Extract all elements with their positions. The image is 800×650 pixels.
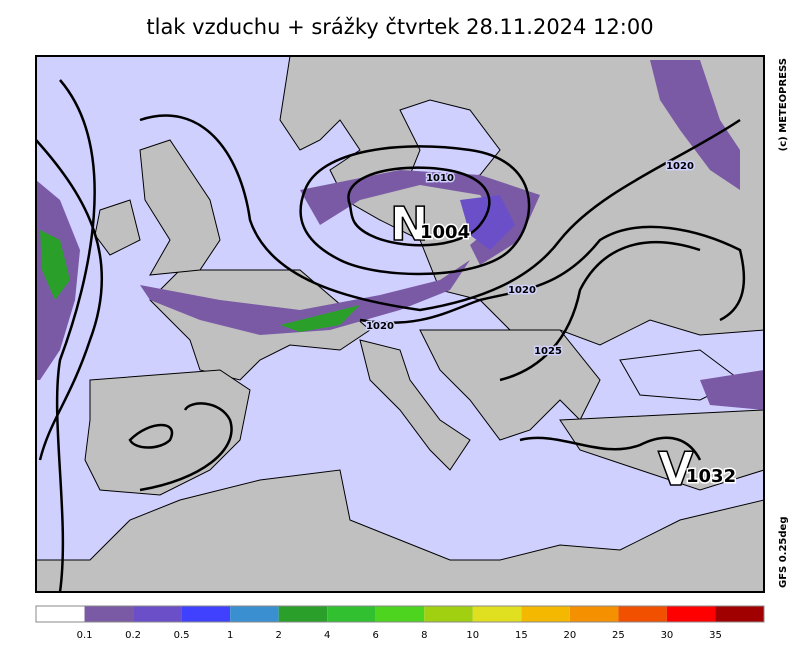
legend-label: 30 [661, 630, 674, 641]
legend-swatch [472, 606, 522, 622]
precipitation [460, 195, 515, 250]
precipitation [650, 60, 740, 190]
legend-swatch [521, 606, 570, 622]
legend-label: 1 [227, 630, 233, 641]
isobar-label: 1020 [666, 161, 694, 172]
isobar [499, 241, 701, 382]
copyright: (c) METEOPRESS [778, 58, 789, 151]
legend-swatch [666, 606, 716, 622]
precipitation [280, 305, 360, 332]
pressure-center-value: 1032 [686, 466, 736, 487]
pressure-center-value: 1004 [420, 222, 470, 243]
legend-swatch [569, 606, 619, 622]
isobar [347, 166, 491, 247]
legend-label: 0.5 [174, 630, 190, 641]
legend-swatch [36, 606, 85, 622]
isobar-label: 1025 [534, 346, 562, 357]
isobar-label: 1020 [366, 321, 394, 332]
model-label: GFS 0.25deg [778, 517, 789, 589]
map: 1010 1020 1020 1020 1025 N 1004 V 1032 [35, 55, 765, 593]
isobar [139, 114, 741, 312]
precipitation [700, 370, 764, 410]
legend-swatch [84, 606, 134, 622]
map-frame [35, 55, 765, 593]
legend-label: 2 [275, 630, 281, 641]
land [139, 139, 221, 276]
isobar [55, 79, 96, 593]
precipitation [40, 230, 70, 300]
isobar [299, 145, 531, 276]
land [419, 329, 601, 441]
legend-swatch [278, 606, 328, 622]
legend-swatch [181, 606, 231, 622]
legend-swatch [230, 606, 279, 622]
legend: 0.1 0.2 0.5 1 2 4 6 8 10 15 20 25 30 35 [35, 605, 765, 641]
legend-label: 10 [466, 630, 479, 641]
isobar [139, 402, 233, 492]
legend-swatch [715, 606, 764, 622]
land [94, 199, 141, 256]
legend-label: 4 [324, 630, 330, 641]
isobar-label: 1010 [426, 173, 454, 184]
isobar [359, 225, 746, 324]
legend-label: 25 [612, 630, 625, 641]
legend-frame [35, 605, 765, 623]
legend-swatch [424, 606, 473, 622]
legend-label: 35 [709, 630, 722, 641]
pressure-center-letter: N [390, 197, 429, 251]
legend-label: 0.2 [125, 630, 141, 641]
legend-label: 20 [563, 630, 576, 641]
precipitation [140, 260, 470, 335]
pressure-center-letter: V [658, 442, 694, 496]
legend-swatch [618, 606, 667, 622]
land [359, 339, 471, 471]
legend-label: 6 [373, 630, 379, 641]
isobar [519, 436, 702, 461]
legend-label: 15 [515, 630, 528, 641]
title: tlak vzduchu + srážky čtvrtek 28.11.2024… [146, 15, 653, 39]
legend-label: 0.1 [77, 630, 93, 641]
legend-swatch [327, 606, 376, 622]
land [35, 469, 765, 593]
isobar [35, 139, 104, 461]
legend-swatch [133, 606, 182, 622]
legend-label: 8 [421, 630, 427, 641]
legend-swatch [375, 606, 425, 622]
isobar [128, 423, 174, 449]
isobar-label: 1020 [508, 285, 536, 296]
